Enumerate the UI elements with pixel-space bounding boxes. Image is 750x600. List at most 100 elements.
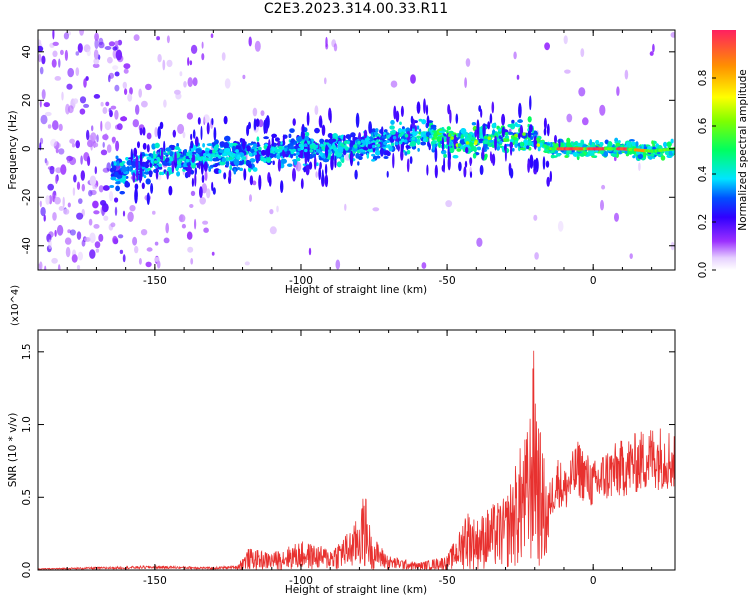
heatmap-cell (518, 102, 522, 119)
heatmap-cell (138, 88, 142, 98)
heatmap-cell (221, 157, 227, 163)
heatmap-cell (63, 208, 70, 215)
heatmap-cell (505, 138, 510, 142)
heatmap-cell (330, 155, 334, 171)
heatmap-cell (476, 146, 481, 151)
heatmap-cell (146, 144, 150, 153)
heatmap-cell (64, 237, 72, 245)
heatmap-cell (371, 153, 376, 157)
heatmap-cell (341, 159, 345, 163)
heatmap-cell (507, 124, 513, 128)
heatmap-cell (329, 133, 333, 140)
y-tick-label: -40 (21, 237, 33, 254)
heatmap-cell (157, 173, 162, 181)
heatmap-cell (418, 131, 422, 135)
heatmap-cell (291, 138, 295, 143)
heatmap-cell (280, 141, 283, 145)
heatmap-cell (69, 229, 76, 236)
heatmap-cell (400, 105, 404, 117)
heatmap-cell (248, 163, 252, 168)
heatmap-cell (543, 117, 547, 130)
heatmap-cell (198, 160, 201, 170)
heatmap-cell (148, 157, 152, 161)
heatmap-cell (252, 180, 257, 186)
heatmap-cell (126, 160, 133, 166)
heatmap-cell (457, 143, 462, 147)
heatmap-cell (514, 133, 518, 138)
heatmap-cell (94, 166, 98, 175)
heatmap-cell (421, 262, 427, 269)
heatmap-cell (134, 187, 138, 204)
heatmap-cell (358, 132, 361, 140)
heatmap-cell (296, 157, 301, 162)
heatmap-cell (357, 161, 360, 166)
heatmap-cell (423, 134, 427, 139)
heatmap-cell (304, 148, 308, 153)
heatmap-cell (127, 211, 134, 222)
heatmap-cell (169, 151, 174, 156)
heatmap-cell (133, 147, 138, 157)
heatmap-cell (276, 154, 281, 160)
heatmap-cell (247, 143, 253, 146)
heatmap-cell (76, 231, 82, 240)
heatmap-cell (127, 93, 133, 102)
heatmap-cell (160, 147, 164, 162)
heatmap-cell (154, 127, 158, 138)
heatmap-cell (308, 247, 312, 256)
spectrogram-panel: -150 -100 -50 0 -40 -20 0 20 40 Height of straig… (7, 29, 676, 296)
heatmap-cell (71, 143, 76, 148)
heatmap-cell (55, 167, 62, 174)
heatmap-cell (395, 131, 399, 145)
heatmap-cell (355, 112, 360, 128)
heatmap-cell (203, 114, 210, 124)
heatmap-cell (410, 124, 413, 132)
heatmap-cell (174, 89, 181, 95)
heatmap-cell (51, 191, 57, 199)
heatmap-cell (296, 151, 300, 156)
heatmap-cell (308, 161, 313, 170)
heatmap-cell (203, 161, 208, 172)
snr-series-line (38, 350, 675, 570)
x-tick-label: 0 (590, 275, 597, 287)
heatmap-cell (190, 133, 193, 141)
heatmap-cell (214, 139, 219, 145)
heatmap-cell (511, 119, 515, 124)
heatmap-cell (297, 147, 302, 152)
heatmap-cell (158, 163, 162, 167)
heatmap-cell (114, 179, 120, 182)
heatmap-cell (265, 156, 272, 163)
heatmap-cell (108, 108, 112, 113)
heatmap-cell (94, 32, 99, 41)
heatmap-cell (491, 101, 495, 114)
heatmap-cell (85, 76, 89, 81)
heatmap-cell (464, 160, 468, 168)
heatmap-cell (207, 153, 211, 158)
heatmap-cell (149, 162, 152, 168)
heatmap-cell (154, 241, 159, 246)
heatmap-cell (185, 158, 190, 163)
heatmap-cell (417, 148, 420, 152)
heatmap-cell (116, 123, 123, 131)
heatmap-cell (77, 251, 83, 261)
heatmap-cell (306, 146, 310, 163)
heatmap-cell (425, 104, 429, 116)
heatmap-cell (480, 108, 483, 118)
heatmap-cell (243, 168, 247, 181)
heatmap-cell (93, 94, 101, 99)
heatmap-cell (426, 164, 429, 176)
heatmap-cell (263, 136, 269, 140)
heatmap-cell (253, 118, 257, 131)
heatmap-cell (440, 149, 447, 155)
heatmap-cell (61, 91, 64, 101)
heatmap-cell (371, 144, 376, 149)
heatmap-cell (375, 128, 379, 133)
heatmap-cell (168, 185, 173, 196)
y-tick-label: 1.0 (21, 416, 33, 433)
heatmap-cell (536, 143, 541, 147)
heatmap-cell (187, 246, 194, 253)
heatmap-cell (289, 128, 295, 134)
heatmap-cell (153, 160, 158, 164)
heatmap-cell (76, 212, 84, 220)
heatmap-cell (507, 131, 514, 135)
heatmap-cell (200, 125, 203, 141)
